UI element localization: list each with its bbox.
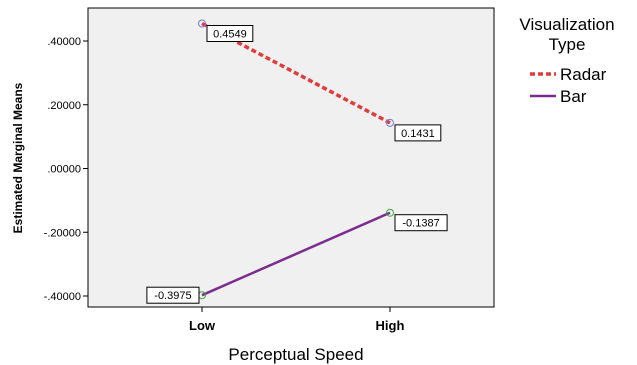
value-labels-layer: 0.4549 0.1431 -0.3975 -0.1387 bbox=[146, 25, 448, 304]
y-tick-label: -.40000 bbox=[44, 291, 81, 303]
legend-label-radar: Radar bbox=[560, 65, 607, 84]
x-tick-label: High bbox=[376, 318, 405, 333]
legend-title-line-1: Visualization bbox=[519, 15, 614, 34]
y-axis-title: Estimated Marginal Means bbox=[11, 82, 25, 233]
value-label: 0.4549 bbox=[213, 29, 247, 41]
x-axis-title: Perceptual Speed bbox=[228, 345, 363, 364]
y-tick-label: .20000 bbox=[47, 100, 81, 112]
legend: Visualization Type Radar Bar bbox=[519, 15, 614, 106]
x-tick-label: Low bbox=[189, 318, 216, 333]
value-label-box bbox=[206, 25, 254, 43]
plot-area bbox=[87, 7, 495, 308]
data-point-bar bbox=[386, 208, 394, 217]
y-axis-ticks: -.40000 -.20000 .00000 .20000 .40000 bbox=[44, 36, 88, 303]
value-label-box bbox=[146, 286, 200, 304]
data-point-radar bbox=[198, 19, 206, 28]
legend-title-line-2: Type bbox=[549, 35, 586, 54]
x-axis-ticks: Low High bbox=[189, 307, 404, 333]
value-label: -0.3975 bbox=[154, 290, 191, 302]
y-tick-label: -.20000 bbox=[44, 227, 81, 239]
value-label-box bbox=[394, 214, 448, 232]
y-tick-label: .00000 bbox=[47, 164, 81, 176]
value-label-box bbox=[394, 124, 442, 142]
series-line-bar bbox=[201, 211, 391, 297]
value-label: 0.1431 bbox=[401, 128, 435, 140]
data-point-radar bbox=[386, 118, 394, 127]
y-tick-label: .40000 bbox=[47, 36, 81, 48]
value-label: -0.1387 bbox=[402, 218, 439, 230]
legend-label-bar: Bar bbox=[560, 87, 587, 106]
